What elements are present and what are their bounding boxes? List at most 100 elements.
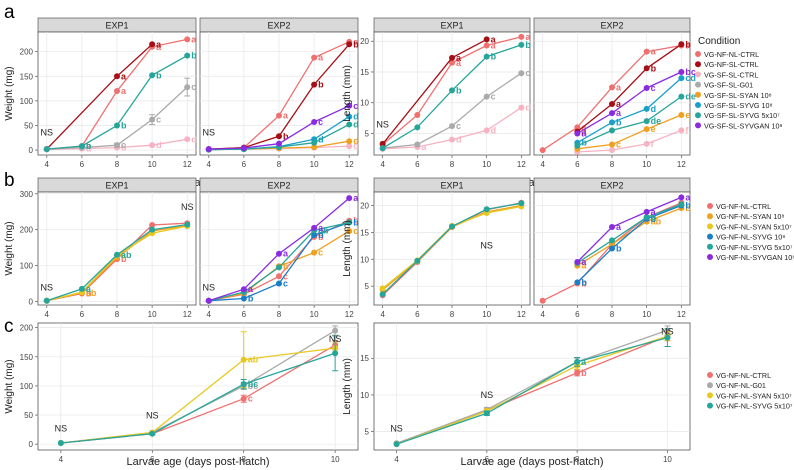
data-point <box>346 41 353 48</box>
significance-label: a <box>525 32 531 42</box>
significance-label: c <box>121 140 126 150</box>
x-tick-label: 6 <box>80 310 85 319</box>
x-tick-label: 8 <box>575 455 580 464</box>
y-tick-label: 5 <box>365 282 370 291</box>
significance-label: b <box>651 212 657 222</box>
y-axis-label: Weight (mg) <box>4 66 15 120</box>
data-point <box>346 113 353 120</box>
data-point <box>609 141 615 148</box>
legend-label: VG-SF-SL-SYAN 10⁸ <box>704 91 772 100</box>
data-point <box>240 295 247 302</box>
data-point <box>149 142 156 149</box>
significance-label: b <box>318 80 324 90</box>
legend-swatch <box>707 203 713 209</box>
data-point <box>449 123 455 130</box>
x-tick-label: 10 <box>310 160 319 169</box>
legend-swatch <box>695 61 701 68</box>
significance-label: a <box>283 111 289 121</box>
y-axis-label: Length (mm) <box>342 65 353 122</box>
ns-annotation: NS <box>41 127 54 137</box>
data-point <box>346 121 353 128</box>
legend-item: VG-NF-NL-CTRL <box>695 50 759 59</box>
legend-item: VG-NF-NL-SYVGAN 10⁸ <box>707 253 794 262</box>
data-point <box>643 140 650 147</box>
data-point <box>184 136 191 143</box>
data-point <box>449 223 455 230</box>
y-tick-label: 5 <box>365 428 370 437</box>
y-tick-label: 10 <box>360 391 369 400</box>
significance-label: a <box>191 34 197 44</box>
x-tick-label: 6 <box>415 160 420 169</box>
data-point <box>643 65 650 72</box>
x-tick-label: 4 <box>207 310 212 319</box>
significance-label: b <box>651 63 657 73</box>
significance-label: b <box>353 39 359 49</box>
significance-label: b <box>86 141 92 151</box>
y-tick-label: 15 <box>360 228 369 237</box>
ns-annotation: NS <box>390 424 403 434</box>
significance-label: a <box>581 357 587 367</box>
series-line <box>577 96 682 147</box>
significance-label: a <box>581 128 587 138</box>
legend-item: VG-SF-SL-SYVGAN 10⁸ <box>695 121 783 130</box>
x-tick-label: 8 <box>115 160 120 169</box>
data-point <box>311 119 318 126</box>
x-tick-label: 4 <box>207 160 212 169</box>
y-tick-label: 150 <box>20 353 34 362</box>
legend-label: VG-NF-NL-SYAN 5x10⁷ <box>716 222 792 231</box>
panel-1-weight: Weight (mg)Larvae age (days post-hatch)E… <box>4 177 359 337</box>
panel-label-c: c <box>4 316 14 337</box>
data-point <box>346 195 353 202</box>
data-point <box>414 124 421 131</box>
legend-item: VG-NF-NL-CTRL <box>707 202 771 211</box>
series-line <box>577 114 682 150</box>
data-point <box>414 112 421 119</box>
series-vg-nf-nl-syvg-5x10-7: a <box>393 328 671 448</box>
x-tick-label: 12 <box>517 160 526 169</box>
significance-label: b <box>191 51 197 61</box>
significance-label: a <box>685 41 691 51</box>
series-line <box>60 352 336 444</box>
legend-label: VG-NF-NL-SYVGAN 10⁸ <box>716 253 794 262</box>
data-point <box>483 410 490 417</box>
significance-label: c <box>525 68 530 78</box>
data-point <box>379 291 386 298</box>
x-tick-label: 12 <box>677 310 686 319</box>
significance-label: a <box>616 222 622 232</box>
significance-label: c <box>353 226 358 236</box>
x-tick-label: 12 <box>517 310 526 319</box>
data-point <box>276 273 282 280</box>
data-point <box>114 122 120 129</box>
data-point <box>240 286 247 293</box>
legend-item: VG-NF-NL-SYVG 10⁸ <box>707 233 785 242</box>
legend-item: VG-NF-NL-CTRL <box>707 371 771 380</box>
facet-strip-label: EXP2 <box>267 21 290 31</box>
series-vg-nf-nl-syvg-5x10-7: aab <box>43 221 191 304</box>
data-point <box>311 139 318 146</box>
significance-label: b <box>156 70 162 80</box>
data-point <box>276 250 282 257</box>
significance-label: de <box>685 92 696 102</box>
significance-label: a <box>248 284 254 294</box>
significance-label: a <box>581 257 587 267</box>
facet-strip-label: EXP1 <box>105 21 128 31</box>
legend-swatch <box>707 233 713 240</box>
significance-label: b <box>456 85 462 95</box>
data-point <box>311 54 318 61</box>
ns-annotation: NS <box>329 334 342 344</box>
significance-label: b <box>318 232 324 242</box>
y-tick-label: 150 <box>20 72 34 81</box>
ns-annotation: NS <box>480 241 493 251</box>
legend-swatch <box>707 372 713 378</box>
significance-label: d <box>353 141 359 151</box>
data-point <box>414 141 421 148</box>
legend-swatch <box>707 402 713 409</box>
data-point <box>449 59 455 66</box>
significance-label: a <box>318 223 324 233</box>
legend-swatch <box>707 223 713 230</box>
